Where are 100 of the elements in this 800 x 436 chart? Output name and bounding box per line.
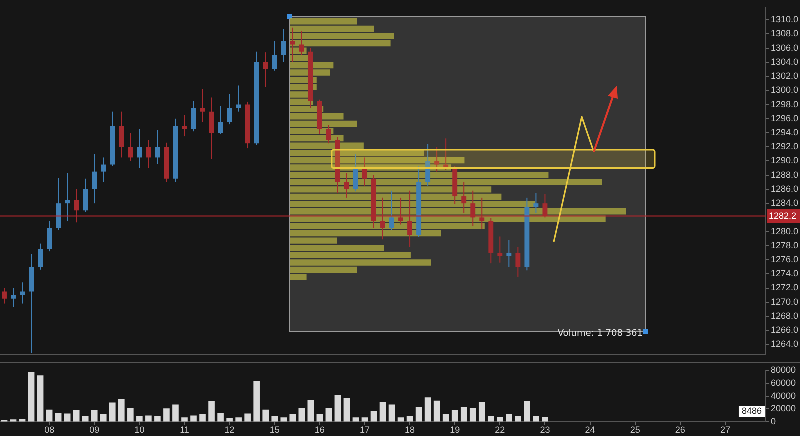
candlestick	[227, 94, 232, 126]
candlestick	[209, 97, 214, 160]
candlestick	[155, 130, 160, 165]
candlestick	[281, 28, 286, 63]
bar	[434, 400, 440, 422]
bar	[46, 410, 53, 422]
candlestick	[38, 243, 44, 270]
candlestick	[470, 190, 476, 227]
bar	[326, 408, 332, 422]
candlestick	[128, 132, 134, 162]
bar	[136, 416, 143, 422]
candlestick	[200, 88, 206, 123]
candlestick	[47, 220, 52, 252]
bar	[28, 372, 35, 422]
bar	[118, 400, 125, 422]
x-tick-label: 23	[540, 425, 550, 436]
bar	[478, 402, 486, 422]
y-tick-label: 1292.0	[771, 142, 799, 152]
y-tick-label: 40000	[771, 390, 796, 401]
bar	[82, 416, 89, 422]
candlestick	[74, 188, 80, 224]
bar	[542, 417, 548, 422]
y-tick-label: 1298.0	[771, 99, 799, 110]
x-tick-label: 19	[450, 425, 460, 436]
candlestick	[426, 144, 431, 186]
bar	[128, 408, 134, 422]
bar	[172, 404, 179, 422]
y-tick-label: 1274.0	[771, 268, 799, 279]
ref-line-label: 1282.2	[769, 210, 797, 221]
candlestick	[516, 246, 521, 278]
bar	[344, 398, 350, 422]
y-tick-label: 1268.0	[771, 310, 799, 321]
candlestick	[434, 146, 440, 172]
candlestick	[480, 197, 485, 230]
bar	[442, 414, 450, 422]
candlestick	[534, 192, 539, 214]
bar	[524, 401, 530, 422]
y-tick-label: 1266.0	[771, 325, 799, 336]
x-tick-label: 15	[270, 425, 280, 436]
y-tick-label: 1286.0	[771, 184, 799, 194]
annotation: Volume: 1 708 361	[558, 329, 643, 339]
x-tick-label: 11	[180, 425, 190, 436]
annotation: 8486	[742, 406, 762, 416]
bar	[497, 417, 504, 422]
candlestick	[398, 197, 404, 226]
y-tick-label: 80000	[771, 364, 796, 375]
candlestick	[218, 106, 224, 135]
bar	[73, 410, 80, 422]
bar	[460, 407, 468, 422]
bar	[424, 398, 432, 422]
bar	[109, 402, 116, 422]
candlestick	[20, 282, 26, 304]
bar	[334, 395, 342, 422]
y-tick-label: 0	[771, 416, 776, 427]
candlestick	[191, 100, 196, 132]
x-tick-label: 18	[405, 425, 416, 436]
bar	[506, 414, 512, 422]
bar	[100, 414, 107, 422]
y-tick-label: 20000	[771, 404, 796, 414]
y-tick-label: 1306.0	[771, 42, 799, 53]
candlestick	[390, 190, 394, 231]
bar	[37, 376, 44, 422]
y-tick-label: 1296.0	[771, 113, 799, 124]
candlestick	[272, 40, 278, 72]
candlestick	[2, 288, 7, 304]
candlestick	[65, 172, 70, 222]
y-tick-label: 1264.0	[771, 339, 799, 350]
y-tick-label: 1308.0	[771, 28, 799, 39]
x-tick-label: 17	[360, 425, 370, 436]
candlestick	[119, 111, 124, 158]
y-tick-label: 1276.0	[771, 254, 799, 265]
x-tick-label: 10	[134, 425, 145, 436]
bar	[470, 408, 476, 422]
bar	[380, 402, 386, 422]
x-tick-label: 09	[90, 425, 100, 436]
bar	[488, 416, 494, 422]
bar	[55, 413, 62, 422]
y-tick-label: 1284.0	[771, 198, 799, 208]
bar	[182, 418, 188, 422]
bar	[298, 408, 306, 422]
candlestick	[92, 154, 98, 204]
bar	[254, 381, 260, 422]
candlestick	[326, 124, 332, 144]
bar	[280, 418, 288, 422]
candlestick	[506, 240, 512, 268]
x-tick-label: 24	[585, 425, 596, 436]
candlestick	[380, 197, 386, 240]
bar	[146, 416, 152, 422]
bar	[64, 414, 71, 422]
bar	[416, 407, 422, 422]
candlestick	[299, 30, 304, 56]
bar	[218, 413, 224, 422]
bar	[352, 418, 360, 422]
candlestick	[263, 52, 268, 88]
x-tick-label: 25	[630, 425, 640, 436]
candlestick	[408, 190, 413, 248]
y-tick-label: 1280.0	[771, 226, 799, 236]
x-tick-label: 26	[675, 425, 686, 436]
y-tick-label: 1270.0	[771, 296, 799, 307]
y-tick-label: 60000	[771, 378, 796, 388]
